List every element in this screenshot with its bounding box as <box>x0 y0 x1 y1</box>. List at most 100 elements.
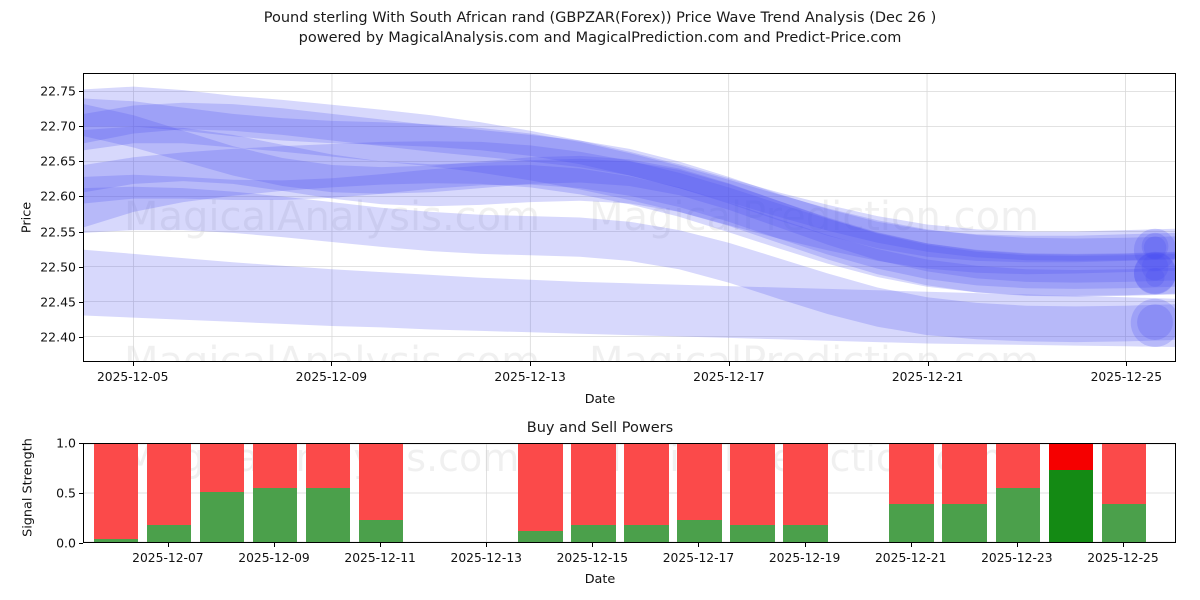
x-tick-label: 2025-12-09 <box>238 551 310 565</box>
buy-power-segment <box>571 525 616 542</box>
x-tick-mark <box>380 543 382 547</box>
x-tick-label: 2025-12-09 <box>295 370 368 384</box>
wave-band <box>84 164 1175 289</box>
x-tick-mark <box>927 362 929 366</box>
bar-stack <box>571 444 616 542</box>
wave-band-cap <box>1130 298 1175 347</box>
sell-power-segment <box>677 444 722 520</box>
x-tick-mark <box>804 543 806 547</box>
price-wave-plot-area: MagicalAnalysis.com MagicalPrediction.co… <box>83 73 1176 362</box>
wave-band-cap <box>1133 228 1175 271</box>
bar-stack <box>199 444 245 542</box>
price-wave-chart: MagicalAnalysis.com MagicalPrediction.co… <box>40 73 1176 384</box>
y-tick-label: 0.0 <box>56 535 76 551</box>
sell-power-segment <box>730 444 775 525</box>
sell-power-segment <box>1101 444 1147 504</box>
x-tick-label: 2025-12-17 <box>662 551 735 565</box>
y-tick-mark <box>79 90 83 92</box>
bar-stack <box>518 444 563 542</box>
y-tick-mark <box>79 443 83 444</box>
wave-band <box>84 186 1175 343</box>
buy-sell-plot-area: MagicalAnalysis.com MagicalPrediction.co… <box>83 443 1176 543</box>
x-tick-mark <box>274 543 275 547</box>
buy-power-segment <box>252 488 298 542</box>
bar-stack <box>889 444 934 542</box>
sell-power-segment <box>252 444 298 488</box>
x-tick-label: 2025-12-13 <box>450 551 522 565</box>
wave-band <box>84 249 1175 347</box>
bars-chart-title: Buy and Sell Powers <box>526 420 674 436</box>
y-tick-mark <box>79 125 83 127</box>
y-tick-label: 22.70 <box>40 118 76 134</box>
sell-power-segment <box>1048 444 1094 470</box>
y-tick-label: 1.0 <box>56 435 76 451</box>
sell-power-segment <box>889 444 934 504</box>
price-axis-title: Price <box>19 201 35 234</box>
buy-power-segment <box>995 488 1041 542</box>
x-tick-label: 2025-12-07 <box>132 551 204 565</box>
sell-power-segment <box>942 444 988 504</box>
x-tick-mark <box>331 362 333 366</box>
x-tick-label: 2025-12-23 <box>981 551 1053 565</box>
x-tick-mark <box>167 543 169 547</box>
x-tick-label: 2025-12-19 <box>768 551 841 565</box>
bar-stack <box>305 444 351 542</box>
wave-band <box>84 104 1175 283</box>
y-tick-label: 22.65 <box>40 153 76 169</box>
buy-power-segment <box>358 520 404 542</box>
bar-stack <box>677 444 722 542</box>
y-tick-mark <box>79 161 83 163</box>
y-tick-mark <box>79 231 83 233</box>
buy-power-segment <box>146 525 192 542</box>
wave-band-cap <box>1141 253 1169 281</box>
x-tick-mark <box>592 543 594 547</box>
wave-band-cap <box>1141 232 1169 260</box>
x-tick-label: 2025-12-21 <box>874 551 947 565</box>
date-axis-title-top: Date <box>584 392 616 407</box>
wave-band <box>84 141 1175 296</box>
x-tick-label: 2025-12-21 <box>891 370 964 384</box>
buy-power-segment <box>1101 504 1147 542</box>
buy-power-segment <box>624 525 669 542</box>
bar-stack <box>146 444 192 542</box>
sell-power-segment <box>305 444 351 488</box>
wave-band-cap <box>1133 251 1175 294</box>
bar-stack <box>942 444 988 542</box>
page-title: Pound sterling With South African rand (… <box>0 8 1200 48</box>
x-tick-mark <box>1126 362 1128 366</box>
bar-stack <box>93 444 139 542</box>
y-tick-mark <box>79 337 83 339</box>
buy-power-segment <box>942 504 988 542</box>
y-tick-label: 22.45 <box>40 294 76 310</box>
sell-power-segment <box>146 444 192 525</box>
wave-band <box>84 86 1175 275</box>
y-tick-label: 0.5 <box>56 485 76 501</box>
buy-power-segment <box>783 525 828 542</box>
title-line-2: powered by MagicalAnalysis.com and Magic… <box>298 30 902 46</box>
x-tick-mark <box>1016 543 1018 547</box>
buy-power-segment <box>93 539 139 542</box>
y-tick-mark <box>79 196 83 198</box>
x-tick-label: 2025-12-11 <box>344 551 416 565</box>
wave-band-cap <box>1137 304 1173 340</box>
price-wave-bands <box>84 74 1175 361</box>
wave-band <box>84 102 1175 263</box>
sell-power-segment <box>358 444 404 520</box>
buy-power-segment <box>518 531 563 542</box>
sell-power-segment <box>571 444 616 525</box>
y-tick-label: 22.50 <box>40 259 76 275</box>
wave-band <box>84 126 1175 297</box>
title-line-1: Pound sterling With South African rand (… <box>263 10 937 26</box>
x-tick-mark <box>132 362 134 366</box>
x-tick-label: 2025-12-13 <box>494 370 566 384</box>
wave-band-cap <box>1145 267 1165 287</box>
wave-band-cap <box>1133 252 1175 295</box>
y-tick-label: 22.60 <box>40 188 76 204</box>
y-tick-label: 22.40 <box>40 329 76 345</box>
y-tick-mark <box>79 266 83 268</box>
bar-stack <box>1048 444 1094 542</box>
buy-sell-powers-chart: MagicalAnalysis.com MagicalPrediction.co… <box>56 436 1176 565</box>
x-tick-mark <box>1122 543 1124 547</box>
y-tick-label: 22.55 <box>40 224 76 240</box>
bar-stack <box>730 444 775 542</box>
